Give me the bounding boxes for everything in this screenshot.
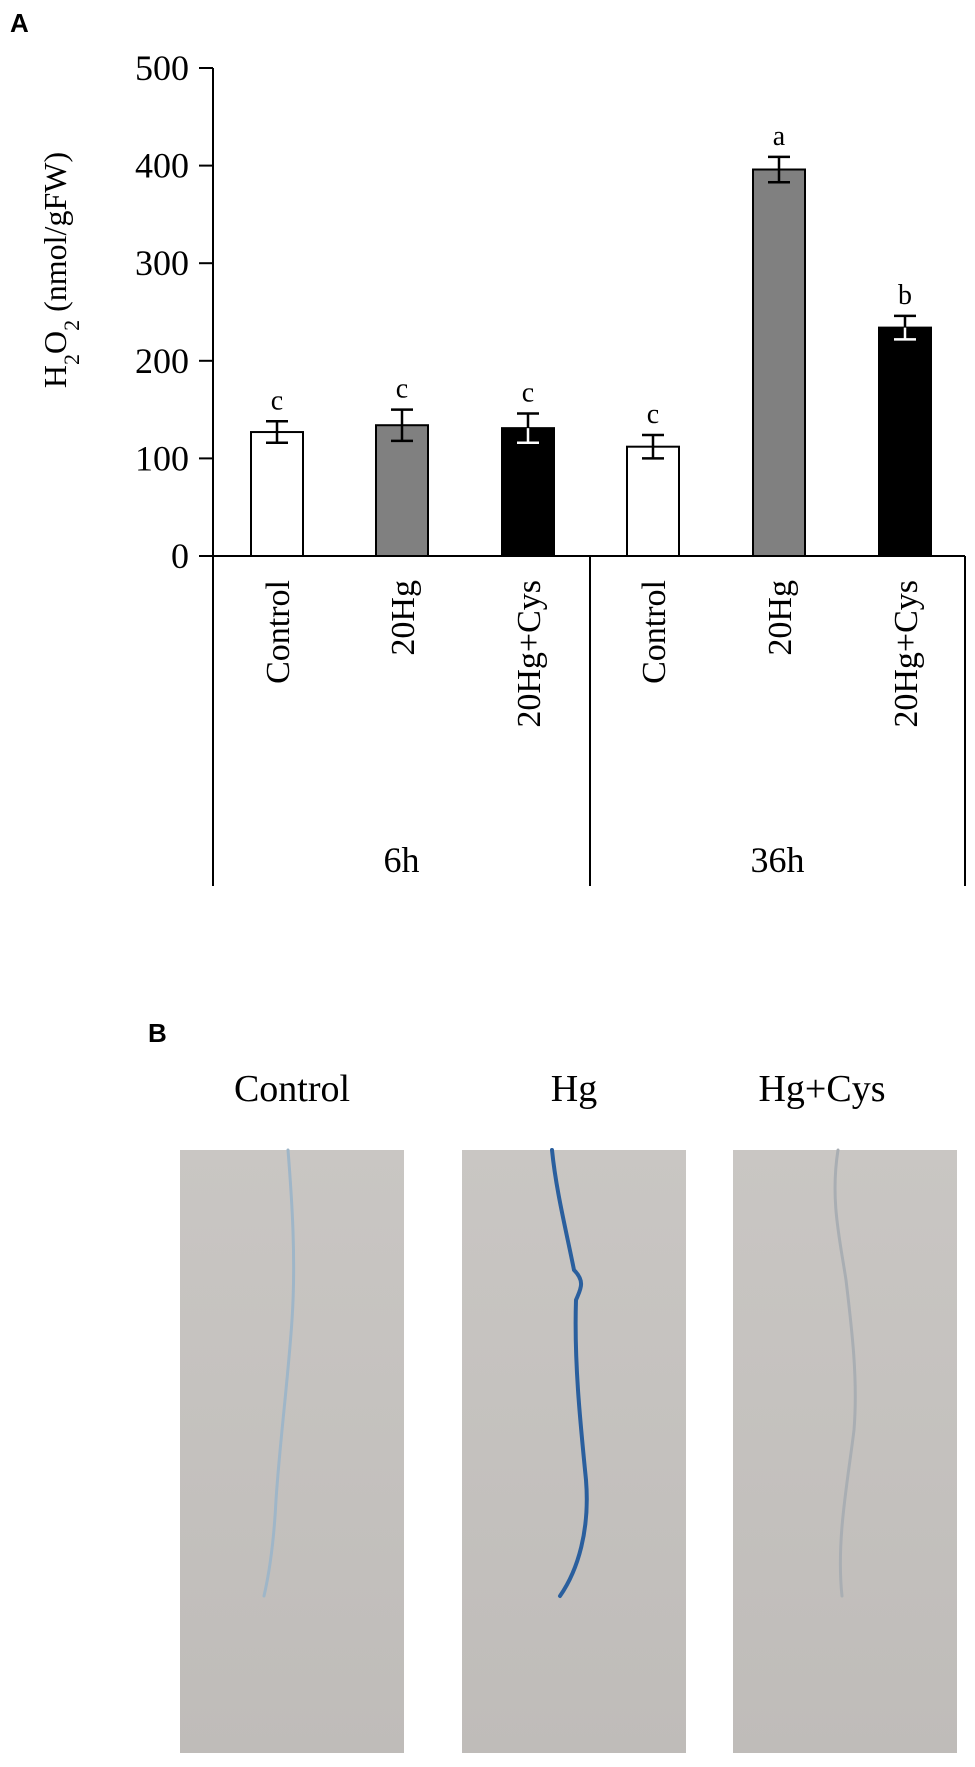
y-tick-label: 100 <box>135 438 189 478</box>
y-label-sub2: 2 <box>59 320 84 331</box>
category-label: 20Hg+Cys <box>511 580 548 728</box>
error-bars <box>266 155 916 460</box>
category-labels: Control 20Hg 20Hg+Cys Control 20Hg 20Hg+Cys <box>260 580 925 728</box>
root-strand <box>262 1148 296 1598</box>
panel-b-letter: B <box>148 1018 167 1048</box>
error-bar <box>517 412 539 445</box>
error-bar <box>266 420 288 445</box>
photo-background <box>733 1150 957 1753</box>
significance-letter: c <box>647 399 659 430</box>
group-label: 6h <box>384 840 420 880</box>
root-staining-photos: Control Hg Hg+Cys <box>180 1068 957 1753</box>
significance-labels: c c c c a b <box>271 121 912 430</box>
y-axis-label: H2O2 (nmol/gFW) <box>37 152 84 388</box>
y-label-sub1: 2 <box>59 354 84 365</box>
bar <box>752 168 806 557</box>
error-bar <box>642 433 664 460</box>
category-label: Control <box>260 580 297 684</box>
bar <box>375 424 429 557</box>
y-tick-label: 200 <box>135 341 189 381</box>
root-strand <box>550 1148 589 1598</box>
y-tick-label: 0 <box>171 536 189 576</box>
bar <box>626 445 680 557</box>
category-label: 20Hg+Cys <box>888 580 925 728</box>
y-label-base: H <box>37 365 73 388</box>
significance-letter: a <box>773 121 786 152</box>
y-label-mid: O <box>37 331 73 354</box>
root-photo <box>462 1148 686 1753</box>
photo-title: Hg+Cys <box>758 1068 885 1110</box>
category-label: Control <box>636 580 673 684</box>
photo-background <box>462 1150 686 1753</box>
y-tick-label: 300 <box>135 243 189 283</box>
root-strand <box>833 1148 857 1598</box>
y-tick-label: 500 <box>135 48 189 88</box>
significance-letter: c <box>396 374 408 405</box>
significance-letter: c <box>522 378 534 409</box>
y-ticks: 0 100 200 300 400 500 <box>135 48 213 576</box>
error-bar <box>391 408 413 443</box>
error-bar <box>894 314 916 341</box>
chart-axes <box>199 68 966 886</box>
root-photo <box>733 1148 957 1753</box>
group-labels: 6h 36h <box>384 840 805 880</box>
category-label: 20Hg <box>385 580 422 656</box>
category-label: 20Hg <box>762 580 799 656</box>
y-label-rest: (nmol/gFW) <box>37 152 73 320</box>
bar <box>501 427 555 558</box>
bar <box>878 326 932 557</box>
group-label: 36h <box>751 840 805 880</box>
error-bar <box>768 155 790 184</box>
bar <box>250 431 304 558</box>
photo-title: Control <box>234 1068 350 1110</box>
root-photo <box>180 1148 404 1753</box>
bars <box>250 168 932 558</box>
y-tick-label: 400 <box>135 146 189 186</box>
photo-title: Hg <box>551 1068 597 1110</box>
significance-letter: b <box>898 280 912 311</box>
panel-a-letter: A <box>10 8 29 38</box>
significance-letter: c <box>271 385 283 416</box>
